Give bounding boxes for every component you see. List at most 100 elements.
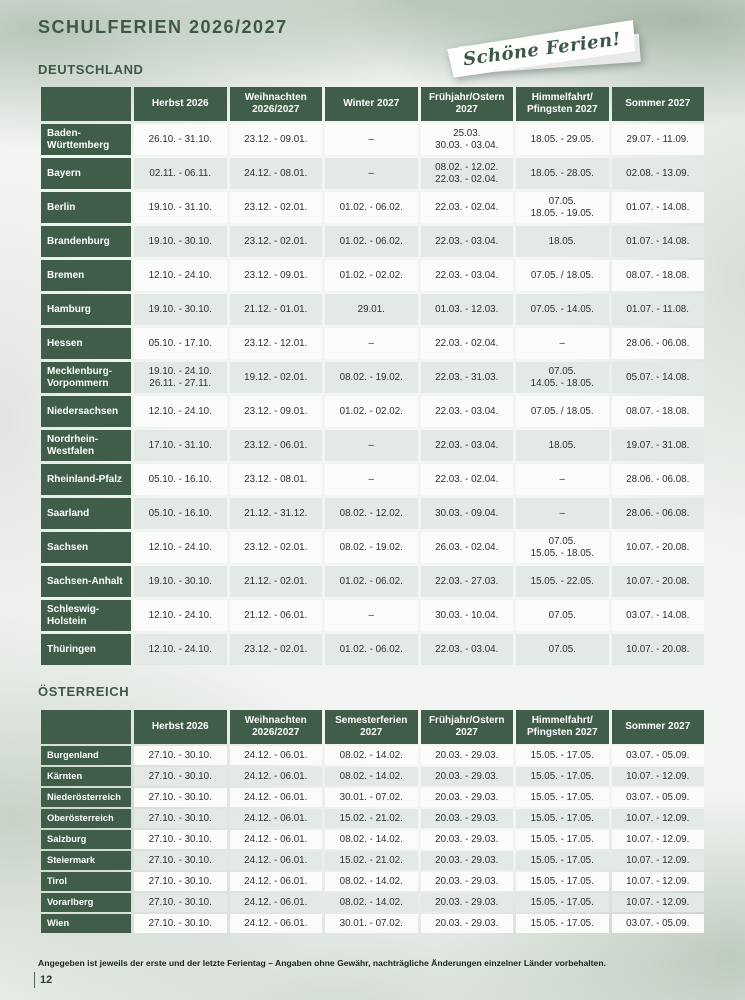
date-cell: 10.07. - 12.09. (611, 872, 704, 891)
date-cell: – (516, 328, 609, 359)
date-cell: 20.03. - 29.03. (420, 767, 513, 786)
date-cell: 26.03. - 02.04. (420, 532, 513, 563)
date-cell: 08.02. - 14.02. (325, 746, 418, 765)
row-label: Salzburg (41, 830, 131, 849)
row-label: Schleswig-Holstein (41, 600, 131, 631)
date-cell: 20.03. - 29.03. (420, 788, 513, 807)
date-cell: – (325, 328, 418, 359)
header-row: Herbst 2026 Weihnachten 2026/2027 Winter 2… (41, 87, 704, 121)
date-cell: 10.07. - 12.09. (611, 851, 704, 870)
date-cell: 23.12. - 09.01. (229, 124, 322, 155)
date-cell: 15.02. - 21.02. (325, 809, 418, 828)
table-row: Oberösterreich 27.10. - 30.10. 24.12. - 06… (41, 809, 704, 828)
table-row: Brandenburg 19.10. - 30.10. 23.12. - 02.01… (41, 226, 704, 257)
date-cell: 28.06. - 06.08. (611, 498, 704, 529)
column-header: Himmelfahrt/ Pfingsten 2027 (516, 87, 609, 121)
column-header: Frühjahr/Ostern 2027 (420, 710, 513, 744)
page-number: 12 (34, 972, 52, 988)
date-cell: 07.05. - 14.05. (516, 294, 609, 325)
row-label: Nordrhein-Westfalen (41, 430, 131, 461)
date-cell: 30.03. - 10.04. (420, 600, 513, 631)
date-cell: 18.05. (516, 430, 609, 461)
date-cell: 19.12. - 02.01. (229, 362, 322, 393)
date-cell: 20.03. - 29.03. (420, 851, 513, 870)
date-cell: 22.03. - 02.04. (420, 192, 513, 223)
table-row: Kärnten 27.10. - 30.10. 24.12. - 06.01. 08.… (41, 767, 704, 786)
date-cell: 10.07. - 12.09. (611, 809, 704, 828)
date-cell: 12.10. - 24.10. (134, 532, 227, 563)
date-cell: 15.02. - 21.02. (325, 851, 418, 870)
date-cell: 07.05. (516, 634, 609, 665)
table-row: Wien 27.10. - 30.10. 24.12. - 06.01. 30.01.… (41, 914, 704, 933)
column-header: Winter 2027 (325, 87, 418, 121)
date-cell: 19.10. - 30.10. (134, 294, 227, 325)
date-cell: 19.10. - 24.10. 26.11. - 27.11. (134, 362, 227, 393)
date-cell: 20.03. - 29.03. (420, 893, 513, 912)
date-cell: 24.12. - 06.01. (229, 809, 322, 828)
date-cell: 23.12. - 02.01. (229, 192, 322, 223)
date-cell: 23.12. - 02.01. (229, 226, 322, 257)
date-cell: 24.12. - 08.01. (229, 158, 322, 189)
row-label: Niederösterreich (41, 788, 131, 807)
date-cell: – (325, 158, 418, 189)
date-cell: 01.02. - 02.02. (325, 260, 418, 291)
date-cell: 08.02. - 14.02. (325, 767, 418, 786)
table-row: Niederösterreich 27.10. - 30.10. 24.12. - … (41, 788, 704, 807)
row-label: Hessen (41, 328, 131, 359)
row-label: Bremen (41, 260, 131, 291)
date-cell: 23.12. - 02.01. (229, 634, 322, 665)
date-cell: 19.10. - 31.10. (134, 192, 227, 223)
date-cell: 26.10. - 31.10. (134, 124, 227, 155)
date-cell: 05.10. - 16.10. (134, 498, 227, 529)
column-header: Sommer 2027 (611, 87, 704, 121)
corner-cell (41, 710, 131, 744)
date-cell: 03.07. - 05.09. (611, 788, 704, 807)
date-cell: 22.03. - 31.03. (420, 362, 513, 393)
column-header: Herbst 2026 (134, 87, 227, 121)
date-cell: – (325, 464, 418, 495)
row-label: Rheinland-Pfalz (41, 464, 131, 495)
table-row: Bayern 02.11. - 06.11. 24.12. - 08.01. –08.… (41, 158, 704, 189)
date-cell: 30.03. - 09.04. (420, 498, 513, 529)
date-cell: 24.12. - 06.01. (229, 893, 322, 912)
row-label: Mecklenburg-Vorpommern (41, 362, 131, 393)
date-cell: 15.05. - 17.05. (516, 851, 609, 870)
date-cell: 30.01. - 07.02. (325, 914, 418, 933)
table-row: Thüringen 12.10. - 24.10. 23.12. - 02.01. 0… (41, 634, 704, 665)
row-label: Baden-Württemberg (41, 124, 131, 155)
date-cell: 15.05. - 22.05. (516, 566, 609, 597)
date-cell: 25.03. 30.03. - 03.04. (420, 124, 513, 155)
date-cell: 07.05. 14.05. - 18.05. (516, 362, 609, 393)
date-cell: 15.05. - 17.05. (516, 914, 609, 933)
date-cell: 02.11. - 06.11. (134, 158, 227, 189)
date-cell: 28.06. - 06.08. (611, 464, 704, 495)
date-cell: 20.03. - 29.03. (420, 809, 513, 828)
date-cell: 01.07. - 11.08. (611, 294, 704, 325)
column-header: Frühjahr/Ostern 2027 (420, 87, 513, 121)
date-cell: 15.05. - 17.05. (516, 809, 609, 828)
date-cell: 10.07. - 12.09. (611, 830, 704, 849)
date-cell: 15.05. - 17.05. (516, 767, 609, 786)
date-cell: 12.10. - 24.10. (134, 600, 227, 631)
date-cell: 23.12. - 09.01. (229, 396, 322, 427)
date-cell: 18.05. - 28.05. (516, 158, 609, 189)
date-cell: 08.07. - 18.08. (611, 260, 704, 291)
date-cell: 08.02. - 19.02. (325, 362, 418, 393)
row-label: Sachsen (41, 532, 131, 563)
date-cell: 02.08. - 13.09. (611, 158, 704, 189)
row-label: Sachsen-Anhalt (41, 566, 131, 597)
column-header: Herbst 2026 (134, 710, 227, 744)
date-cell: 27.10. - 30.10. (134, 767, 227, 786)
date-cell: 01.03. - 12.03. (420, 294, 513, 325)
date-cell: 22.03. - 03.04. (420, 396, 513, 427)
table-row: Bremen 12.10. - 24.10. 23.12. - 09.01. 01.0… (41, 260, 704, 291)
table-row: Vorarlberg 27.10. - 30.10. 24.12. - 06.01.… (41, 893, 704, 912)
date-cell: 27.10. - 30.10. (134, 746, 227, 765)
date-cell: 20.03. - 29.03. (420, 830, 513, 849)
date-cell: 08.02. - 12.02. (325, 498, 418, 529)
corner-cell (41, 87, 131, 121)
date-cell: 20.03. - 29.03. (420, 872, 513, 891)
date-cell: 27.10. - 30.10. (134, 851, 227, 870)
date-cell: 01.02. - 06.02. (325, 634, 418, 665)
